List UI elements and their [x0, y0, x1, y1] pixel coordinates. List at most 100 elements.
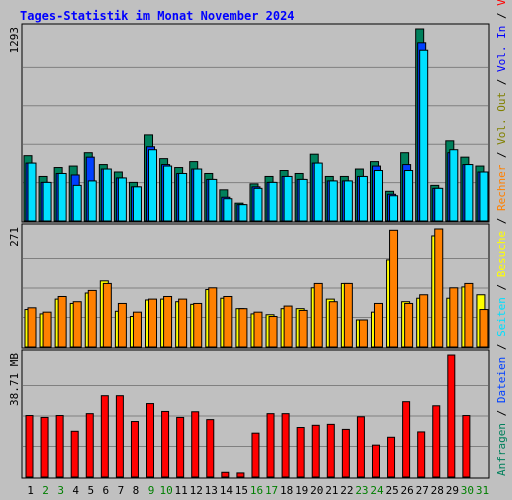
bar-volumen	[115, 395, 124, 478]
legend-text: Anfragen / Dateien / Seiten / Besuche / …	[495, 0, 508, 476]
legend-item-besuche: Besuche	[495, 231, 508, 277]
panels	[21, 23, 490, 479]
legend-item-dateien: Dateien	[495, 357, 508, 403]
bar-volumen	[55, 415, 64, 478]
bar-seiten	[163, 165, 173, 222]
day-label: 13	[205, 484, 218, 497]
legend-item-vol-out: Vol. Out	[495, 92, 508, 145]
bar-volumen	[266, 413, 275, 478]
bar-rechner	[193, 302, 203, 348]
day-label: 3	[57, 484, 64, 497]
bar-volumen	[356, 416, 365, 478]
day-label: 23	[355, 484, 368, 497]
bar-rechner	[268, 316, 278, 348]
bar-rechner	[434, 228, 444, 348]
bar-volumen	[40, 416, 49, 478]
bar-seiten	[223, 198, 233, 222]
bar-rechner	[132, 311, 142, 348]
bar-rechner	[373, 302, 383, 348]
bar-seiten	[208, 178, 218, 222]
bar-volumen	[432, 405, 441, 478]
bar-seiten	[343, 180, 353, 222]
bar-rechner	[208, 287, 218, 348]
day-label: 8	[133, 484, 140, 497]
day-label: 11	[175, 484, 188, 497]
bar-volumen	[206, 419, 215, 478]
legend-separator: /	[495, 72, 508, 92]
legend-separator: /	[495, 403, 508, 423]
right-legend: Anfragen / Dateien / Seiten / Besuche / …	[495, 0, 508, 476]
bar-seiten	[27, 162, 37, 222]
day-label: 19	[295, 484, 308, 497]
bar-rechner	[163, 295, 173, 348]
legend-item-volumen: Volumen	[495, 0, 508, 6]
legend-separator: /	[495, 337, 508, 357]
bar-seiten	[434, 187, 444, 222]
day-label: 31	[476, 484, 489, 497]
legend-item-anfragen: Anfragen	[495, 423, 508, 476]
bar-rechner	[298, 309, 308, 348]
bar-volumen	[341, 428, 350, 478]
bar-seiten	[298, 178, 308, 222]
bar-volumen	[402, 401, 411, 478]
bar-seiten	[253, 187, 263, 222]
bar-rechner	[117, 302, 127, 348]
day-label: 6	[103, 484, 110, 497]
legend-separator: /	[495, 277, 508, 297]
bar-seiten	[117, 177, 127, 222]
bar-volumen	[387, 436, 396, 478]
bar-rechner	[178, 298, 188, 348]
legend-separator: /	[495, 145, 508, 165]
bar-volumen	[462, 415, 471, 478]
bar-rechner	[148, 298, 158, 348]
bar-rechner	[72, 301, 82, 348]
day-label: 18	[280, 484, 293, 497]
bar-rechner	[464, 282, 474, 348]
bar-seiten	[373, 170, 383, 222]
day-label: 24	[370, 484, 384, 497]
bar-seiten	[464, 164, 474, 222]
bar-volumen	[236, 472, 245, 478]
day-label: 2	[42, 484, 49, 497]
bar-rechner	[479, 309, 489, 348]
bar-volumen	[311, 424, 320, 478]
bar-volumen	[447, 354, 456, 478]
bar-rechner	[42, 311, 52, 348]
bar-volumen	[417, 431, 426, 478]
day-label: 29	[446, 484, 459, 497]
bar-rechner	[283, 305, 293, 348]
bar-rechner	[419, 294, 429, 348]
bars	[23, 28, 489, 478]
bar-seiten	[358, 175, 368, 222]
bar-rechner	[223, 295, 233, 348]
bar-volumen	[281, 413, 290, 478]
bar-seiten	[328, 180, 338, 222]
bar-rechner	[87, 289, 97, 348]
day-label: 14	[220, 484, 234, 497]
day-label: 17	[265, 484, 278, 497]
legend-item-seiten: Seiten	[495, 297, 508, 337]
bar-rechner	[57, 295, 67, 348]
day-label: 20	[310, 484, 323, 497]
day-label: 9	[148, 484, 155, 497]
day-label: 12	[190, 484, 203, 497]
bar-volumen	[161, 410, 170, 478]
bar-seiten	[102, 168, 112, 222]
bar-rechner	[404, 302, 414, 348]
chart-title: Tages-Statistik im Monat November 2024	[20, 9, 295, 23]
day-label: 15	[235, 484, 248, 497]
bar-volumen	[146, 403, 155, 478]
bar-rechner	[328, 301, 338, 348]
bar-volumen	[85, 413, 94, 478]
bar-volumen	[371, 444, 380, 478]
bar-volumen	[326, 423, 335, 478]
bar-seiten	[283, 175, 293, 222]
legend-item-vol-in: Vol. In	[495, 26, 508, 72]
legend-item-rechner: Rechner	[495, 164, 508, 211]
bar-rechner	[102, 282, 112, 348]
bar-seiten	[132, 186, 142, 222]
legend-separator: /	[495, 6, 508, 26]
